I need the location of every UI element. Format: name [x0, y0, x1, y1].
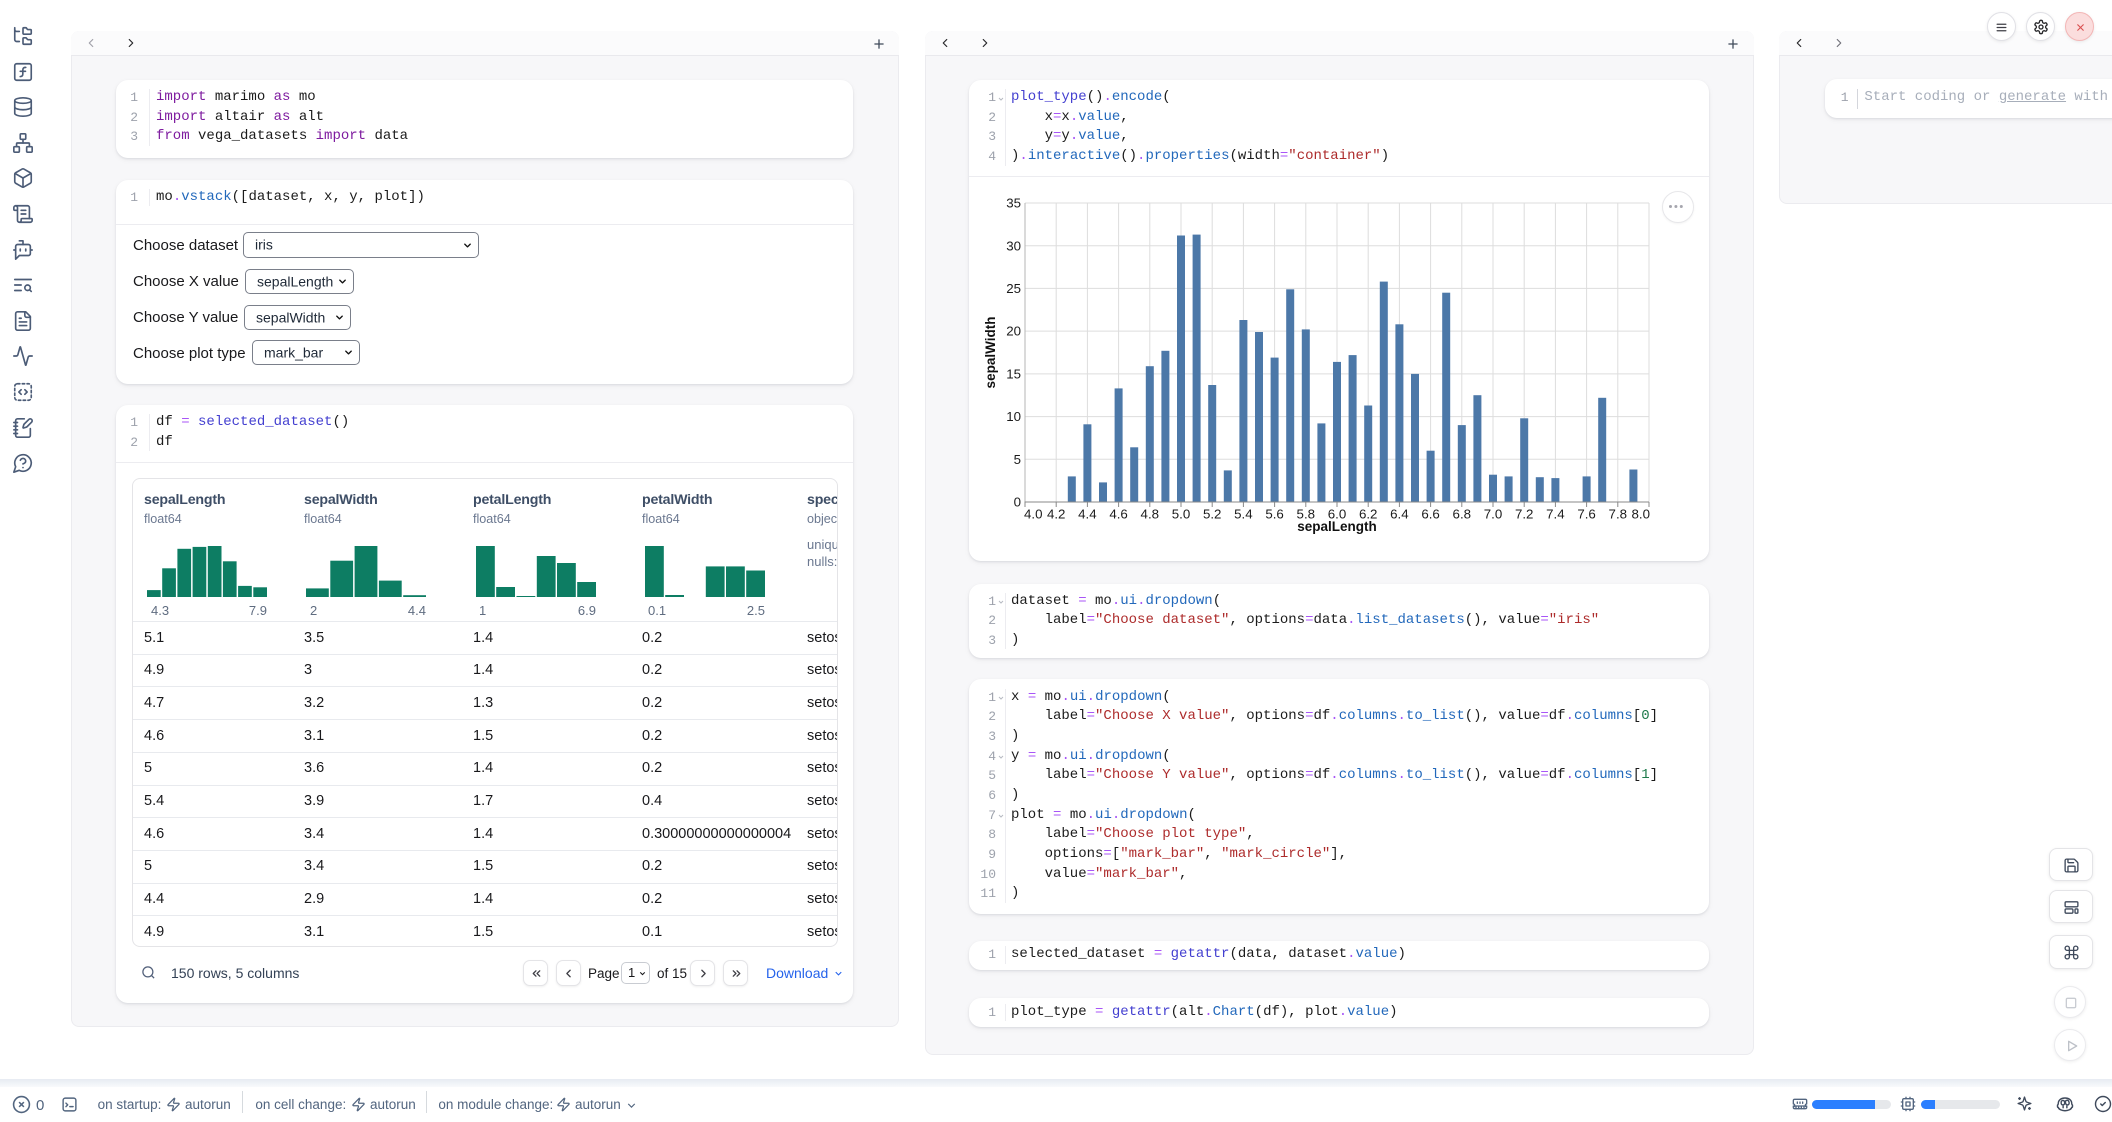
svg-text:6.2: 6.2	[1359, 507, 1378, 522]
svg-text:6.0: 6.0	[1328, 507, 1347, 522]
svg-text:30: 30	[1006, 238, 1021, 253]
svg-text:4.4: 4.4	[1078, 507, 1097, 522]
svg-text:25: 25	[1006, 281, 1021, 296]
svg-text:7.4: 7.4	[1546, 507, 1565, 522]
svg-text:15: 15	[1006, 367, 1021, 382]
svg-text:sepalLength: sepalLength	[1297, 519, 1377, 534]
svg-text:sepalWidth: sepalWidth	[983, 317, 998, 389]
svg-text:7.6: 7.6	[1577, 507, 1596, 522]
svg-text:5.6: 5.6	[1265, 507, 1284, 522]
svg-text:4.8: 4.8	[1141, 507, 1160, 522]
svg-text:6.8: 6.8	[1453, 507, 1472, 522]
svg-text:5.4: 5.4	[1234, 507, 1253, 522]
svg-text:8.0: 8.0	[1632, 507, 1651, 522]
svg-text:5: 5	[1014, 452, 1021, 467]
svg-text:6.4: 6.4	[1390, 507, 1409, 522]
svg-text:5.0: 5.0	[1172, 507, 1191, 522]
svg-text:5.2: 5.2	[1203, 507, 1222, 522]
svg-text:0: 0	[1014, 495, 1021, 510]
svg-text:20: 20	[1006, 324, 1021, 339]
svg-text:4.0: 4.0	[1024, 507, 1043, 522]
svg-text:4.2: 4.2	[1047, 507, 1066, 522]
svg-text:7.0: 7.0	[1484, 507, 1503, 522]
svg-text:10: 10	[1006, 409, 1021, 424]
svg-text:4.6: 4.6	[1109, 507, 1128, 522]
svg-text:7.8: 7.8	[1609, 507, 1628, 522]
svg-text:35: 35	[1006, 196, 1021, 211]
svg-text:7.2: 7.2	[1515, 507, 1534, 522]
svg-text:6.6: 6.6	[1421, 507, 1440, 522]
svg-text:5.8: 5.8	[1297, 507, 1316, 522]
